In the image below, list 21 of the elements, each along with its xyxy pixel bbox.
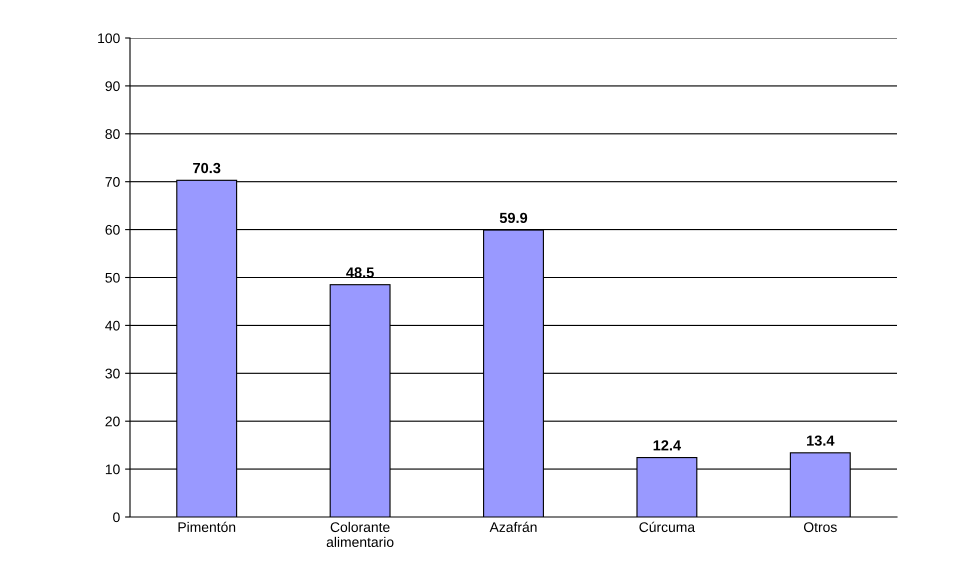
y-tick-label: 100 (98, 33, 120, 44)
y-tick-label: 40 (105, 320, 120, 331)
data-label: 59.9 (500, 212, 528, 224)
x-tick-label: Colorante alimentario (326, 522, 394, 548)
x-tick-label: Pimentón (178, 522, 236, 532)
y-tick-label: 70 (106, 177, 120, 187)
y-tick-label: 30 (105, 368, 120, 378)
y-tick-label: 0 (113, 512, 120, 522)
y-tick-label: 60 (106, 224, 120, 235)
x-tick-label: Cúrcuma (639, 522, 696, 532)
x-tick-label: Otros (804, 522, 837, 532)
y-tick-label: 10 (106, 464, 120, 474)
data-label: 70.3 (193, 162, 220, 174)
y-tick-label: 20 (106, 416, 120, 426)
y-tick-label: 90 (105, 81, 120, 92)
x-tick-label: Azafrán (490, 522, 537, 532)
y-tick-label: 80 (105, 129, 120, 139)
data-label: 13.4 (807, 435, 834, 446)
data-label: 48.5 (346, 267, 374, 278)
y-tick-label: 50 (105, 272, 120, 283)
data-label: 12.4 (654, 440, 682, 450)
